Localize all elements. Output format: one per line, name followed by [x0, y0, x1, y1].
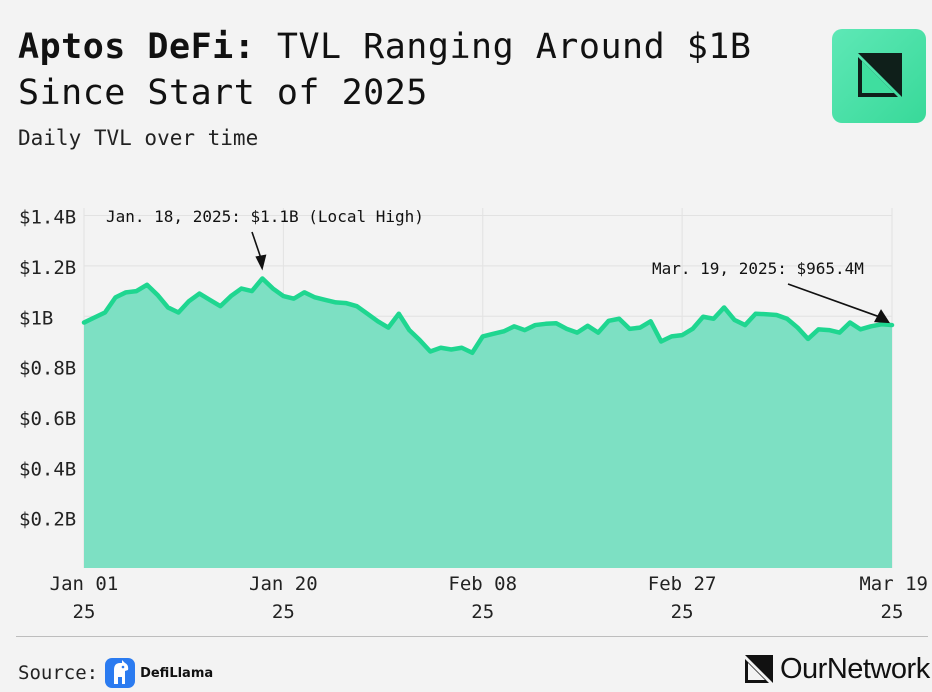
- defillama-llama-icon: [104, 657, 136, 689]
- tvl-area: [84, 278, 892, 568]
- tvl-line: [81, 276, 895, 356]
- x-tick-label: Feb 27: [648, 573, 717, 595]
- annotation-arrow-head: [255, 254, 267, 271]
- y-tick-label: $1B: [19, 307, 53, 329]
- x-tick-year: 25: [671, 601, 694, 623]
- tvl-chart: $0.2B $0.4B $0.6B $0.8B $1B $1.2B $1.4B Jan 01 2…: [19, 207, 928, 623]
- ournetwork-logo-icon: [832, 29, 926, 123]
- y-tick-label: $0.6B: [19, 408, 76, 430]
- x-tick-label: Jan 20: [249, 573, 318, 595]
- brand-mark: OurNetwork: [744, 652, 930, 686]
- brand-logo-icon: [745, 655, 773, 683]
- x-tick-label: Mar 19: [859, 573, 928, 595]
- annotation-local-high: Jan. 18, 2025: $1.1B (Local High): [106, 207, 424, 226]
- x-tick-year: 25: [272, 601, 295, 623]
- x-tick-year: 25: [881, 601, 904, 623]
- y-tick-label: $0.8B: [19, 358, 76, 380]
- title-rest: TVL Ranging Around $1B Since Start of 20…: [18, 27, 752, 113]
- y-tick-label: $0.2B: [19, 509, 76, 531]
- x-tick-year: 25: [471, 601, 494, 623]
- y-tick-label: $1.4B: [19, 207, 76, 229]
- source-credit: Source: DefiLlama: [18, 657, 213, 689]
- x-tick-label: Feb 08: [448, 573, 517, 595]
- footer-divider: [16, 636, 928, 637]
- title-bold: Aptos DeFi:: [18, 27, 256, 67]
- brand-name: OurNetwork: [780, 652, 930, 685]
- page-title: Aptos DeFi: TVL Ranging Around $1B Since…: [18, 24, 818, 116]
- source-name: DefiLlama: [140, 665, 214, 681]
- annotation-latest: Mar. 19, 2025: $965.4M: [652, 259, 864, 278]
- x-tick-label: Jan 01: [50, 573, 119, 595]
- y-tick-label: $1.2B: [19, 257, 76, 279]
- annotation-arrow-line: [787, 283, 881, 318]
- page-subtitle: Daily TVL over time: [18, 126, 259, 150]
- y-tick-label: $0.4B: [19, 458, 76, 480]
- x-tick-year: 25: [73, 601, 96, 623]
- source-label: Source:: [18, 662, 99, 684]
- annotation-arrow-head: [874, 309, 890, 324]
